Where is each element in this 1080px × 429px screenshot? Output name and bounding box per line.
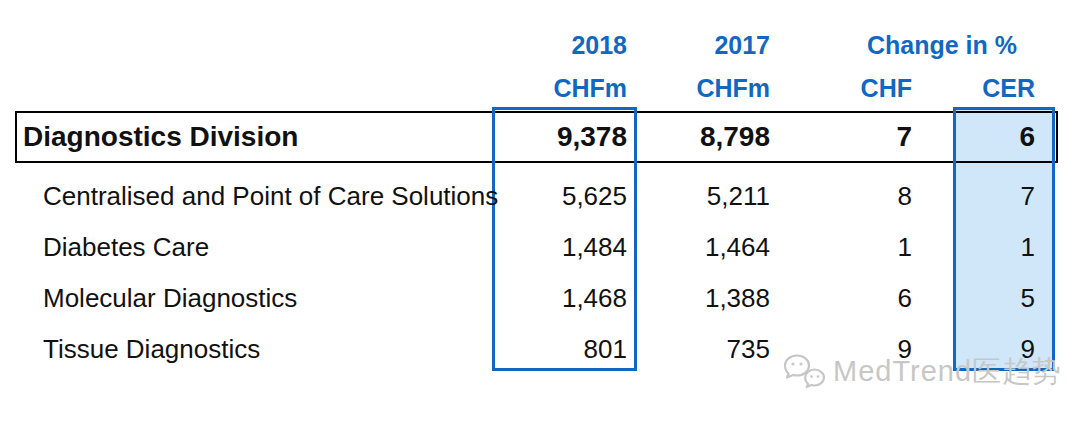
value-cer: 7 (922, 181, 1055, 212)
header-unit-chfm-2017: CHFm (637, 74, 780, 103)
header-unit-cer: CER (922, 74, 1055, 103)
watermark: MedTrend医趋势 (782, 352, 1062, 392)
value-chf: 1 (780, 232, 922, 263)
header-year-2018: 2018 (492, 31, 637, 60)
table-header-years: 2018 2017 Change in % (15, 27, 1055, 63)
value-2018: 5,625 (492, 181, 637, 212)
value-2017: 1,464 (637, 232, 780, 263)
value-chf: 7 (780, 121, 922, 153)
value-2018: 9,378 (492, 121, 637, 153)
header-year-2017: 2017 (637, 31, 780, 60)
row-label: Diabetes Care (15, 232, 492, 263)
row-label: Molecular Diagnostics (15, 283, 492, 314)
table-header-units: CHFm CHFm CHF CER (15, 70, 1055, 106)
value-2017: 735 (637, 334, 780, 365)
value-2018: 1,468 (492, 283, 637, 314)
row-label: Tissue Diagnostics (15, 334, 492, 365)
diagnostics-results-table: 2018 2017 Change in % CHFm CHFm CHF CER … (0, 0, 1080, 429)
watermark-text: MedTrend医趋势 (833, 352, 1062, 392)
value-cer: 5 (922, 283, 1055, 314)
table-row: Centralised and Point of Care Solutions … (15, 176, 1055, 216)
value-2017: 1,388 (637, 283, 780, 314)
value-cer: 1 (922, 232, 1055, 263)
value-2018: 1,484 (492, 232, 637, 263)
table-row: Diabetes Care 1,484 1,464 1 1 (15, 227, 1055, 267)
wechat-icon (782, 352, 828, 392)
value-chf: 8 (780, 181, 922, 212)
table-row-summary: Diagnostics Division 9,378 8,798 7 6 (15, 111, 1055, 163)
row-label: Diagnostics Division (15, 121, 492, 153)
value-2018: 801 (492, 334, 637, 365)
value-cer: 6 (922, 121, 1055, 153)
value-chf: 6 (780, 283, 922, 314)
value-2017: 8,798 (637, 121, 780, 153)
header-unit-chf: CHF (780, 74, 922, 103)
value-2017: 5,211 (637, 181, 780, 212)
row-label: Centralised and Point of Care Solutions (15, 181, 492, 212)
table-row: Molecular Diagnostics 1,468 1,388 6 5 (15, 278, 1055, 318)
header-unit-chfm-2018: CHFm (492, 74, 637, 103)
header-change-in-percent: Change in % (780, 31, 1055, 60)
